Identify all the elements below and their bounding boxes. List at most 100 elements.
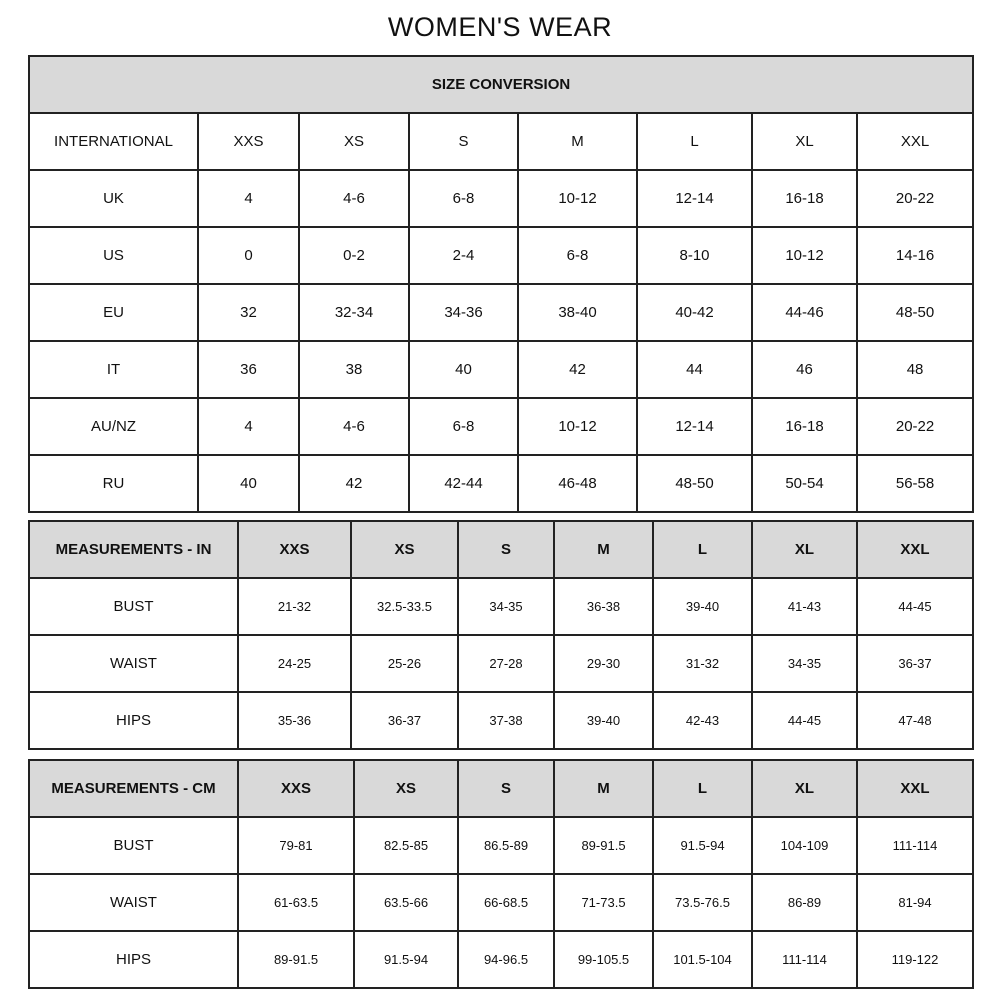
table-cell: 38 (298, 340, 410, 399)
size-header: L (652, 759, 753, 818)
table-cell: 94-96.5 (457, 930, 555, 989)
table-cell: 47-48 (856, 691, 974, 750)
row-label: UK (28, 169, 199, 228)
row-label: IT (28, 340, 199, 399)
size-header: M (553, 520, 654, 579)
table-cell: 25-26 (350, 634, 459, 693)
table-cell: 12-14 (636, 397, 753, 456)
table-cell: 20-22 (855, 169, 975, 228)
table-cell: 35-36 (237, 691, 352, 750)
table-cell: 71-73.5 (553, 873, 654, 932)
row-label: HIPS (28, 930, 239, 989)
table-cell: 39-40 (652, 577, 753, 636)
table-cell: 36-38 (553, 577, 654, 636)
table-cell: 6-8 (408, 169, 519, 228)
table-cell: 10-12 (517, 397, 638, 456)
size-conversion-title: SIZE CONVERSION (27, 55, 975, 114)
table-cell: 111-114 (856, 816, 974, 875)
table-cell: 0-2 (298, 226, 410, 285)
size-header: XXL (856, 759, 974, 818)
table-cell: 40-42 (636, 283, 753, 342)
table-row: HIPS 89-91.5 91.5-94 94-96.5 99-105.5 101.5-1… (28, 930, 974, 989)
table-cell: 0 (197, 226, 300, 285)
table-cell: 46 (751, 340, 858, 399)
table-cell: 20-22 (855, 397, 975, 456)
table-row: UK 4 4-6 6-8 10-12 12-14 16-18 20-22 (28, 169, 975, 228)
row-label: WAIST (28, 634, 239, 693)
table-row: US 0 0-2 2-4 6-8 8-10 10-12 14-16 (28, 226, 975, 285)
row-label: EU (28, 283, 199, 342)
size-header: M (553, 759, 654, 818)
table-cell: 50-54 (751, 454, 858, 513)
table-row: IT 36 38 40 42 44 46 48 (28, 340, 975, 399)
table-cell: 111-114 (751, 930, 858, 989)
table-cell: XXL (855, 112, 975, 171)
table-cell: 99-105.5 (553, 930, 654, 989)
size-header: XL (751, 520, 858, 579)
table-cell: 91.5-94 (652, 816, 753, 875)
size-header: XS (353, 759, 459, 818)
size-header: XXL (856, 520, 974, 579)
table-cell: 32-34 (298, 283, 410, 342)
row-label: US (28, 226, 199, 285)
table-cell: 104-109 (751, 816, 858, 875)
table-cell: 32 (197, 283, 300, 342)
header-row: MEASUREMENTS - IN XXS XS S M L XL XXL (28, 520, 974, 579)
table-row: BUST 79-81 82.5-85 86.5-89 89-91.5 91.5-94 104… (28, 816, 974, 875)
measurements-in-table: MEASUREMENTS - IN XXS XS S M L XL XXL BUST 21-32 3… (28, 520, 974, 750)
table-cell: 42-44 (408, 454, 519, 513)
size-conversion-table: SIZE CONVERSION INTERNATIONAL XXS XS S M L XL X… (27, 55, 975, 513)
table-cell: 36-37 (350, 691, 459, 750)
table-cell: 48-50 (636, 454, 753, 513)
table-cell: 81-94 (856, 873, 974, 932)
table-cell: 32.5-33.5 (350, 577, 459, 636)
table-cell: 29-30 (553, 634, 654, 693)
table-cell: 10-12 (517, 169, 638, 228)
table-cell: 4 (197, 169, 300, 228)
table-cell: 34-35 (751, 634, 858, 693)
table-cell: 34-36 (408, 283, 519, 342)
table-cell: 89-91.5 (553, 816, 654, 875)
table-cell: 4-6 (298, 169, 410, 228)
table-row: HIPS 35-36 36-37 37-38 39-40 42-43 44-45 47-48 (28, 691, 974, 750)
header-row: MEASUREMENTS - CM XXS XS S M L XL XXL (28, 759, 974, 818)
table-row: INTERNATIONAL XXS XS S M L XL XXL (28, 112, 975, 171)
table-cell: 24-25 (237, 634, 352, 693)
page-title: WOMEN'S WEAR (387, 12, 613, 42)
row-label: MEASUREMENTS - CM (28, 759, 239, 818)
table-cell: 12-14 (636, 169, 753, 228)
row-label: WAIST (28, 873, 239, 932)
table-cell: XL (751, 112, 858, 171)
row-label: INTERNATIONAL (28, 112, 199, 171)
table-cell: 86-89 (751, 873, 858, 932)
table-cell: 16-18 (751, 397, 858, 456)
table-row: BUST 21-32 32.5-33.5 34-35 36-38 39-40 41-43 44… (28, 577, 974, 636)
size-header: XL (751, 759, 858, 818)
table-cell: 27-28 (457, 634, 555, 693)
table-cell: 44 (636, 340, 753, 399)
table-cell: 38-40 (517, 283, 638, 342)
size-header: L (652, 520, 753, 579)
table-cell: 79-81 (237, 816, 355, 875)
table-row: RU 40 42 42-44 46-48 48-50 50-54 56-58 (28, 454, 975, 513)
table-cell: 2-4 (408, 226, 519, 285)
table-cell: M (517, 112, 638, 171)
table-cell: 36 (197, 340, 300, 399)
table-cell: 31-32 (652, 634, 753, 693)
table-cell: L (636, 112, 753, 171)
table-row: EU 32 32-34 34-36 38-40 40-42 44-46 48-50 (28, 283, 975, 342)
size-header: XXS (237, 759, 355, 818)
table-cell: XS (298, 112, 410, 171)
size-header: XXS (237, 520, 352, 579)
table-cell: 63.5-66 (353, 873, 459, 932)
table-cell: 48 (855, 340, 975, 399)
table-cell: 91.5-94 (353, 930, 459, 989)
size-header: XS (350, 520, 459, 579)
table-cell: XXS (197, 112, 300, 171)
table-cell: 14-16 (855, 226, 975, 285)
table-cell: 37-38 (457, 691, 555, 750)
row-label: MEASUREMENTS - IN (28, 520, 239, 579)
table-cell: 48-50 (855, 283, 975, 342)
table-cell: 73.5-76.5 (652, 873, 753, 932)
table-row: WAIST 24-25 25-26 27-28 29-30 31-32 34-35 36-37 (28, 634, 974, 693)
